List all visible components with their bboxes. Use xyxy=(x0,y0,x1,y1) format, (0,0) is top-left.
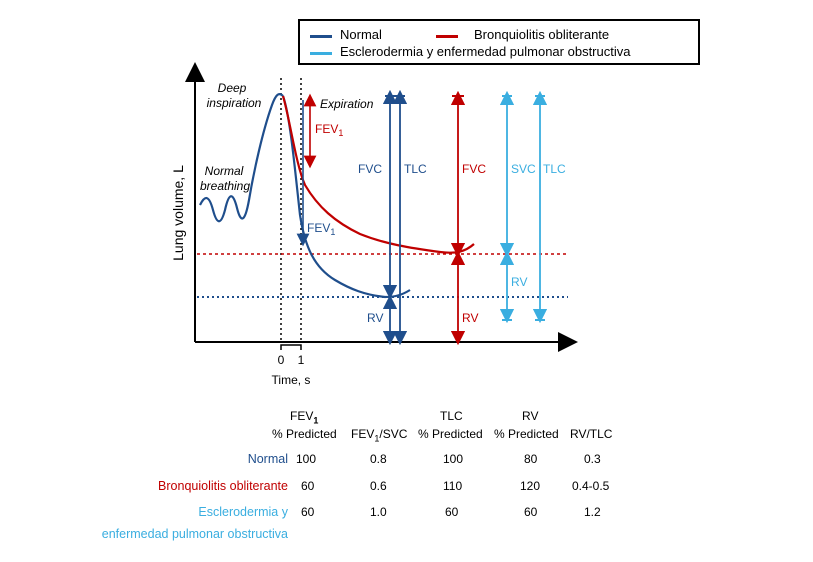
normal-expiration-curve xyxy=(281,95,411,299)
cell-normal-rv: 80 xyxy=(524,452,538,466)
row-label-bronq: Bronquiolitis obliterante xyxy=(158,479,288,493)
header-tlc-pred: % Predicted xyxy=(418,427,483,441)
cell-escl-rv: 60 xyxy=(524,505,538,519)
header-tlc: TLC xyxy=(440,409,463,423)
cell-escl-rvtlc: 1.2 xyxy=(584,505,601,519)
header-rvtlc: RV/TLC xyxy=(570,427,613,441)
fev1-normal-label: FEV1 xyxy=(307,221,335,237)
cell-bronq-tlc: 110 xyxy=(443,479,463,493)
lung-volume-diagram: FEV1 FEV1 Deep inspiration Expiration No… xyxy=(170,62,578,387)
legend-swatch-normal xyxy=(310,35,332,38)
header-fev1-pred: % Predicted xyxy=(272,427,337,441)
row-label-escl: Esclerodermia y xyxy=(198,505,288,519)
cell-bronq-fev1: 60 xyxy=(301,479,315,493)
tlc-normal-label: TLC xyxy=(404,162,427,176)
normal-breathing-curve xyxy=(199,93,284,223)
cell-bronq-rv: 120 xyxy=(520,479,541,493)
deep-inspiration-label-2: inspiration xyxy=(207,96,262,110)
cell-normal-rvtlc: 0.3 xyxy=(584,452,601,466)
rv-bronq-label: RV xyxy=(462,311,478,325)
rv-escl-label: RV xyxy=(511,275,527,289)
fvc-bronq-label: FVC xyxy=(462,162,486,176)
legend: Normal Bronquiolitis obliterante Esclero… xyxy=(298,19,700,65)
cell-normal-fev1: 100 xyxy=(296,452,317,466)
x-axis-label: Time, s xyxy=(272,373,311,387)
time-bracket xyxy=(280,344,302,350)
legend-label-bronq: Bronquiolitis obliterante xyxy=(474,27,610,42)
bronq-expiration-curve xyxy=(281,95,475,254)
fvc-normal-label: FVC xyxy=(358,162,382,176)
fev1-bronq-label: FEV1 xyxy=(315,122,343,138)
legend-swatch-bronq xyxy=(436,35,458,38)
cell-escl-ratio: 1.0 xyxy=(370,505,387,519)
legend-label-escl: Esclerodermia y enfermedad pulmonar obst… xyxy=(340,44,631,59)
tlc-escl-label: TLC xyxy=(543,162,566,176)
row-label-normal: Normal xyxy=(247,452,288,466)
header-rv: RV xyxy=(522,409,539,423)
legend-swatch-escl xyxy=(310,52,332,55)
tick-1: 1 xyxy=(298,353,305,367)
legend-label-normal: Normal xyxy=(340,27,382,42)
row-label-escl-line2: enfermedad pulmonar obstructiva xyxy=(101,527,288,541)
cell-escl-fev1: 60 xyxy=(301,505,315,519)
cell-normal-ratio: 0.8 xyxy=(370,452,387,466)
normal-breathing-label-2: breathing xyxy=(200,179,250,193)
header-ratio: FEV1/SVC xyxy=(351,427,408,444)
cell-bronq-rvtlc: 0.4-0.5 xyxy=(572,479,610,493)
cell-normal-tlc: 100 xyxy=(443,452,464,466)
header-rv-pred: % Predicted xyxy=(494,427,559,441)
header-fev1: FEV1 xyxy=(290,409,319,426)
cell-bronq-ratio: 0.6 xyxy=(370,479,387,493)
deep-inspiration-label-1: Deep xyxy=(218,81,247,95)
normal-breathing-label-1: Normal xyxy=(205,164,244,178)
y-axis-label: Lung volume, L xyxy=(170,165,186,261)
rv-normal-label: RV xyxy=(367,311,383,325)
svc-escl-label: SVC xyxy=(511,162,536,176)
tick-0: 0 xyxy=(278,353,285,367)
expiration-label: Expiration xyxy=(320,97,374,111)
cell-escl-tlc: 60 xyxy=(445,505,459,519)
